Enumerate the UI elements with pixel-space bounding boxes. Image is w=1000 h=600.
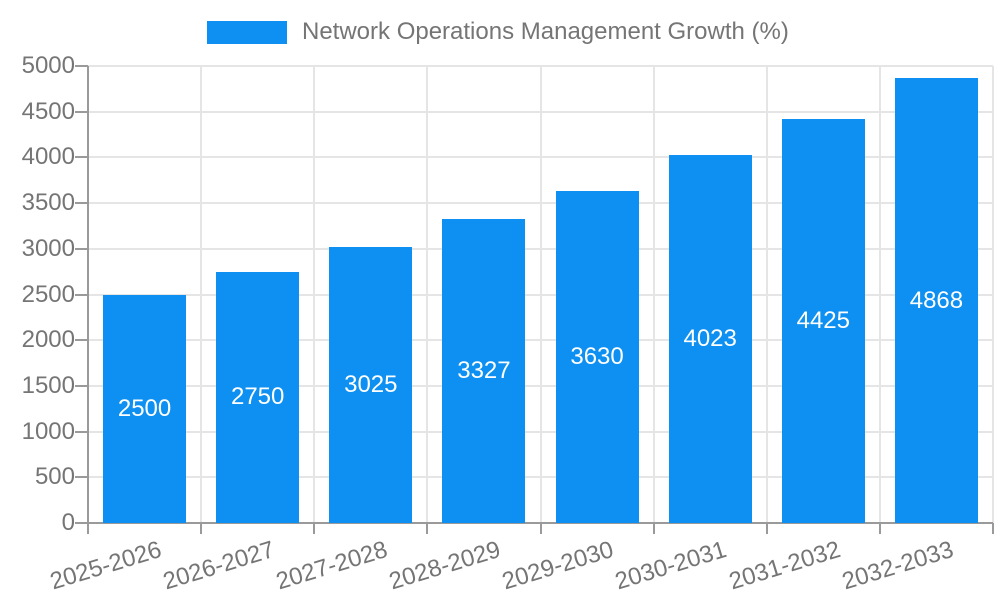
y-tick-mark: [75, 476, 88, 479]
bar-value-label: 2500: [117, 394, 172, 422]
x-axis-tick-label: 2031-2032: [725, 536, 844, 596]
x-tick-mark: [765, 523, 768, 534]
y-tick-mark: [75, 247, 88, 250]
bar-2032-2033[interactable]: 4868: [894, 78, 978, 523]
x-gridline: [200, 66, 203, 523]
x-gridline: [539, 66, 542, 523]
x-gridline: [878, 66, 881, 523]
x-tick-mark: [200, 523, 203, 534]
y-tick-mark: [75, 110, 88, 113]
legend-item[interactable]: Network Operations Management Growth (%): [207, 14, 789, 50]
x-tick-mark: [539, 523, 542, 534]
x-axis-tick-label: 2029-2030: [499, 536, 617, 596]
bar-value-label: 2750: [230, 383, 285, 411]
bar-2027-2028[interactable]: 3025: [329, 246, 413, 523]
bar-2030-2031[interactable]: 4023: [668, 155, 752, 523]
y-axis-tick-label: 5000: [21, 52, 75, 79]
x-gridline: [992, 66, 994, 523]
bar-2031-2032[interactable]: 4425: [781, 118, 865, 523]
x-tick-mark: [313, 523, 316, 534]
x-tick-mark: [652, 523, 655, 534]
x-gridline: [426, 66, 429, 523]
y-tick-mark: [75, 339, 88, 342]
x-gridline: [313, 66, 316, 523]
x-gridline: [652, 66, 655, 523]
bar-value-label: 3025: [344, 370, 398, 398]
x-axis-line: [75, 522, 993, 524]
chart-title: Network Operations Management Growth (%): [302, 18, 789, 45]
x-tick-mark: [992, 523, 994, 534]
x-tick-mark: [87, 523, 89, 534]
x-axis-tick-label: 2026-2027: [159, 536, 278, 596]
x-tick-mark: [878, 523, 881, 534]
y-tick-mark: [75, 430, 88, 433]
bar-2026-2027[interactable]: 2750: [216, 271, 300, 523]
x-axis-tick-label: 2025-2026: [46, 536, 165, 596]
bar-2025-2026[interactable]: 2500: [103, 294, 187, 523]
x-axis-tick-label: 2028-2029: [386, 536, 504, 596]
y-axis-tick-label: 4000: [21, 143, 75, 171]
x-axis-tick-label: 2027-2028: [273, 536, 391, 596]
y-tick-mark: [75, 293, 88, 296]
y-axis-tick-label: 0: [61, 509, 75, 536]
y-axis-tick-label: 2500: [21, 280, 75, 308]
x-axis-tick-label: 2030-2031: [612, 536, 731, 596]
y-axis-tick-label: 2000: [21, 326, 75, 354]
x-tick-mark: [426, 523, 429, 534]
bar-value-label: 4023: [683, 325, 737, 353]
y-axis-tick-label: 1000: [21, 417, 75, 445]
bar-value-label: 3630: [570, 343, 624, 371]
bar-value-label: 4868: [909, 286, 964, 314]
y-axis-tick-label: 3000: [21, 234, 75, 262]
bar-2029-2030[interactable]: 3630: [555, 191, 639, 523]
y-tick-mark: [75, 65, 88, 67]
y-tick-mark: [75, 384, 88, 387]
y-tick-mark: [75, 156, 88, 159]
y-axis-tick-label: 4500: [21, 97, 75, 125]
y-tick-mark: [75, 202, 88, 205]
bar-value-label: 4425: [796, 306, 850, 334]
bar-2028-2029[interactable]: 3327: [442, 218, 526, 523]
x-axis-tick-label: 2032-2033: [838, 536, 957, 596]
legend-swatch: [207, 20, 287, 44]
y-axis-line: [87, 66, 89, 525]
y-axis-tick-label: 3500: [21, 189, 75, 217]
y-axis-tick-label: 1500: [21, 371, 75, 399]
x-gridline: [765, 66, 768, 523]
bar-value-label: 3327: [457, 356, 511, 384]
y-axis-tick-label: 500: [34, 463, 75, 491]
